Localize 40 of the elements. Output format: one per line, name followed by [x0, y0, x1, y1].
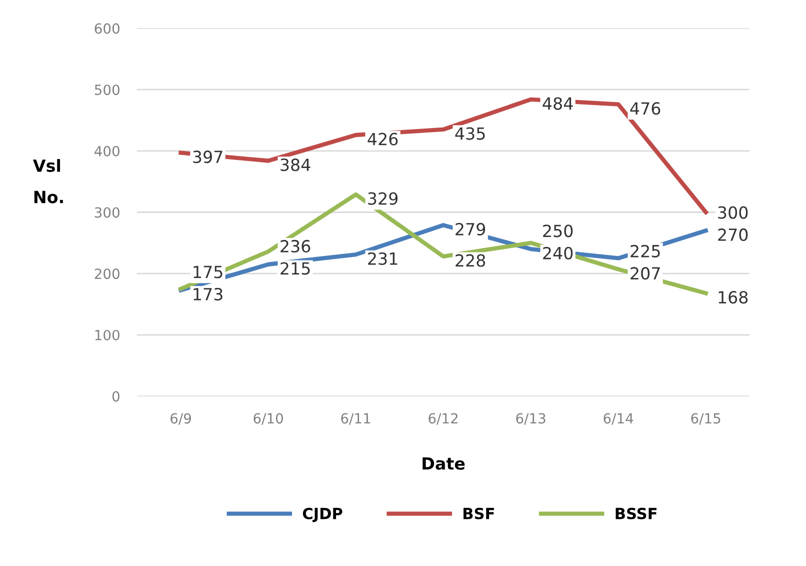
legend-label: CJDP [302, 508, 342, 522]
data-label: 476 [630, 102, 660, 115]
y-tick-label: 200 [94, 268, 120, 280]
data-label: 225 [630, 244, 660, 258]
y-tick-label: 300 [94, 207, 120, 218]
data-label: 435 [455, 127, 485, 140]
y-tick-label: 500 [94, 84, 120, 96]
x-tick-label: 6/9 [170, 413, 191, 425]
x-tick-label: 6/10 [254, 413, 283, 425]
data-label: 384 [280, 158, 310, 172]
x-tick-label: 6/11 [341, 413, 370, 425]
legend-label: BSSF [616, 508, 656, 520]
legend-label: BSF [464, 508, 494, 520]
data-label: 168 [718, 290, 748, 304]
x-tick-label: 6/13 [516, 413, 546, 425]
data-label: 300 [718, 206, 748, 219]
data-label: 270 [718, 228, 748, 242]
y-tick-label: 100 [95, 330, 120, 340]
x-tick-label: 6/14 [604, 413, 634, 425]
data-label: 207 [630, 267, 660, 280]
y-tick-label: 0 [112, 391, 120, 402]
data-label: 484 [542, 97, 573, 110]
y-axis-title: Vsl No. [32, 159, 63, 204]
data-label: 250 [543, 224, 573, 238]
data-label: 236 [280, 240, 310, 253]
data-label: 231 [368, 252, 398, 265]
data-label: 397 [193, 150, 222, 164]
data-label: 279 [456, 222, 486, 236]
data-label: 329 [368, 192, 398, 205]
x-axis-title: Date [422, 457, 465, 470]
data-label: 175 [194, 266, 222, 278]
data-label: 173 [194, 288, 222, 301]
y-tick-label: 600 [94, 23, 120, 34]
data-label: 426 [368, 132, 398, 146]
y-tick-label: 400 [94, 146, 120, 156]
data-label: 228 [456, 254, 486, 267]
x-tick-label: 6/15 [691, 413, 720, 425]
x-tick-label: 6/12 [428, 413, 458, 425]
data-label: 240 [543, 246, 573, 260]
data-label: 215 [280, 262, 310, 275]
